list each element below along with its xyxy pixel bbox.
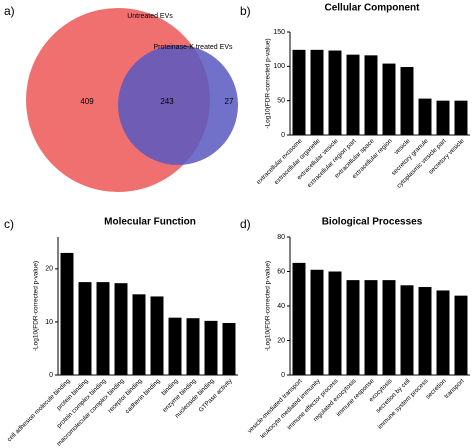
set-label: Untreated EVs (127, 13, 173, 20)
y-axis-label: -Log10(FDR-corrected p-value) (265, 261, 272, 351)
bar (418, 287, 432, 375)
x-tick-label: GTPase activity (197, 377, 234, 414)
panel-label: d) (240, 217, 251, 231)
bar (328, 271, 342, 375)
bar (186, 318, 200, 375)
y-tick-label: 60 (277, 268, 285, 275)
y-tick-label: 40 (277, 303, 285, 310)
bar (454, 100, 468, 135)
bar (168, 317, 182, 375)
chart-title: Molecular Function (104, 217, 196, 228)
bar (382, 280, 396, 375)
bar (454, 295, 468, 375)
panel-label: b) (240, 4, 251, 18)
y-tick-label: 150 (273, 29, 285, 36)
bar (364, 55, 378, 136)
panel-label: c) (4, 217, 14, 231)
chart-title: Biological Processes (322, 217, 423, 228)
y-tick-label: 10 (45, 319, 53, 326)
y-tick-label: 20 (277, 337, 285, 344)
panel-label: a) (4, 4, 15, 18)
bar (436, 100, 450, 135)
y-tick-label: 0 (281, 132, 285, 139)
bar (346, 54, 360, 135)
bar (60, 252, 74, 375)
bar (400, 67, 414, 135)
region-count: 409 (80, 97, 94, 106)
chart-title: Cellular Component (324, 3, 420, 14)
x-tick-label: transport (443, 377, 466, 400)
y-tick-label: 0 (49, 372, 53, 379)
bar (382, 63, 396, 135)
bar (204, 320, 218, 375)
bar (150, 296, 164, 375)
bar (96, 282, 110, 375)
bar (132, 294, 146, 375)
y-tick-label: 50 (277, 98, 285, 105)
y-tick-label: 80 (277, 234, 285, 241)
bar (78, 282, 92, 375)
bar (310, 269, 324, 375)
venn-set (118, 45, 238, 165)
y-axis-label: -Log10(FDR-corrected p-value) (33, 261, 40, 351)
bar (400, 285, 414, 375)
y-tick-label: 100 (273, 63, 285, 70)
bar (328, 50, 342, 135)
bar (418, 98, 432, 135)
region-count: 243 (160, 97, 174, 106)
bar (346, 280, 360, 375)
x-tick-label: cell adhesion molecule binding (6, 377, 72, 443)
bar (364, 280, 378, 375)
bar (292, 49, 306, 135)
bar (292, 262, 306, 375)
bar (114, 283, 128, 375)
bar (436, 290, 450, 375)
y-tick-label: 0 (281, 372, 285, 379)
region-count: 27 (225, 97, 234, 106)
y-axis-label: -Log10(FDR-corrected p-value) (265, 38, 272, 128)
bar (310, 49, 324, 135)
y-tick-label: 20 (45, 266, 53, 273)
bar (222, 322, 236, 375)
set-label: Proteinase-K treated EVs (154, 44, 233, 51)
